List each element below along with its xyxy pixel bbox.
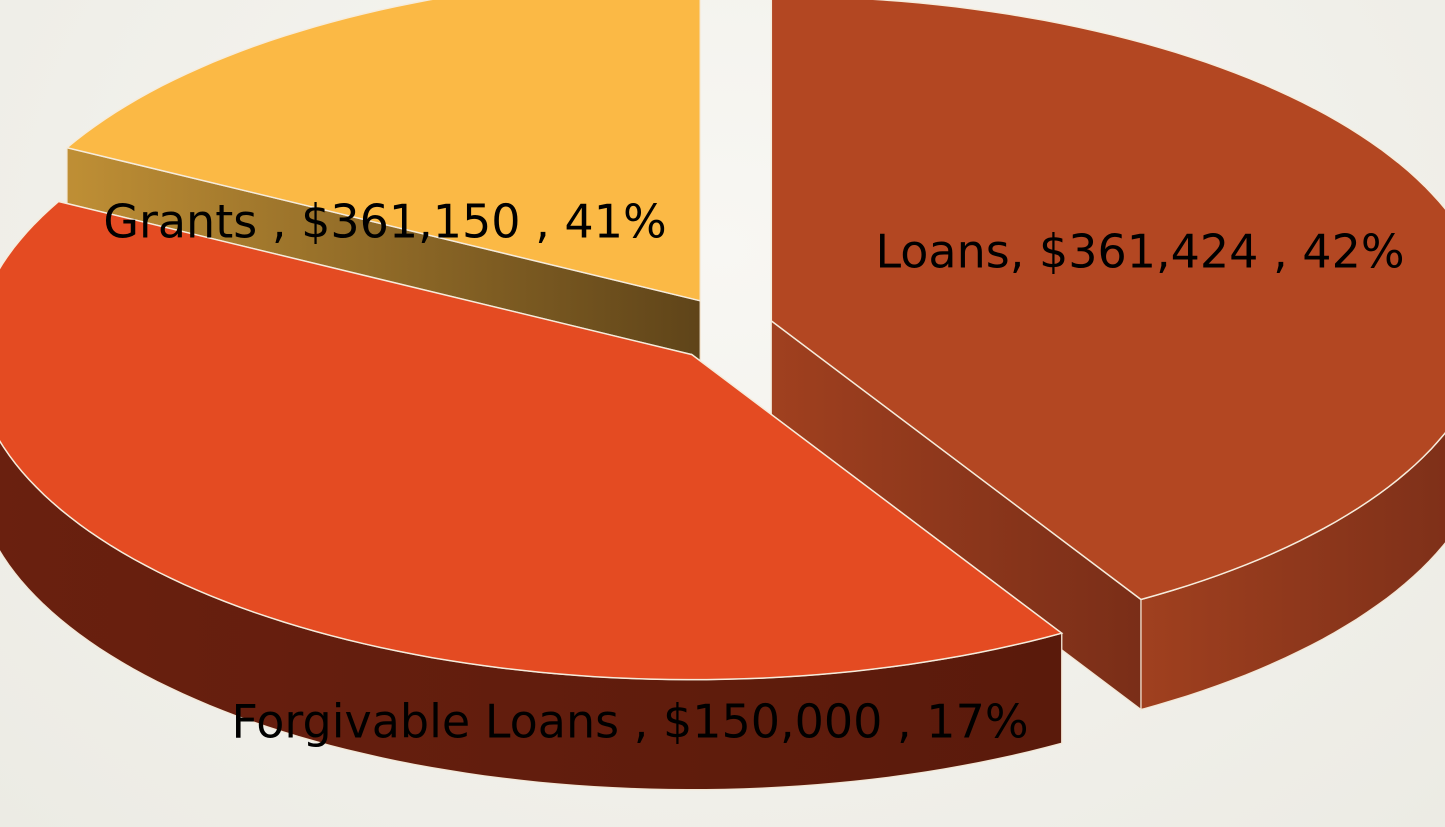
slice	[0, 200, 1064, 681]
data-label: Grants , $361,150 , 41%	[103, 195, 666, 249]
slice	[770, 0, 1445, 601]
slice-side	[1140, 432, 1445, 711]
data-label: Loans, $361,424 , 42%	[875, 225, 1404, 279]
slice	[65, 0, 702, 302]
data-label: Forgivable Loans , $150,000 , 17%	[231, 695, 1028, 749]
